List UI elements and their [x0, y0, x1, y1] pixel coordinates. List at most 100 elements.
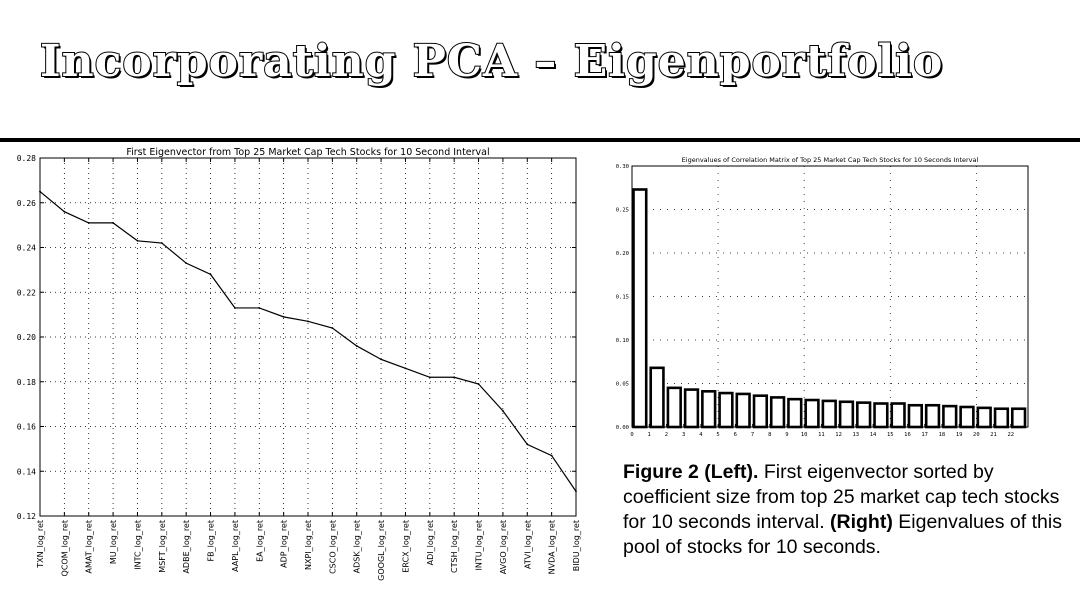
left-y-tick-label: 0.12 [17, 512, 36, 521]
eigenvalue-bar [718, 391, 734, 429]
left-x-tick-label: ADBE_log_ret [182, 520, 191, 574]
eigenvalue-bar [821, 399, 837, 429]
eigenvector-data-point [453, 376, 456, 379]
eigenvalue-bar [838, 400, 855, 429]
caption-right-text: Eigenvalues of this pool of stocks for 1… [623, 511, 1062, 558]
right-plot-frame [631, 165, 1029, 428]
eigenvector-data-point [185, 262, 188, 265]
eigenvector-data-point [282, 315, 285, 318]
eigenvector-data-point [404, 367, 407, 370]
right-x-tick-label: 0 [630, 432, 633, 438]
right-y-tick-label: 0.00 [616, 425, 629, 431]
eigenvector-data-point [380, 358, 382, 361]
eigenvector-data-point [160, 242, 163, 244]
left-y-tick-label: 0.20 [17, 333, 36, 342]
left-x-tick-label: BIDU_log_ret [572, 520, 581, 571]
eigenvector-data-point [526, 443, 529, 446]
right-y-tick-label: 0.15 [616, 295, 629, 301]
eigenvalue-bar [993, 407, 1010, 429]
title-divider [0, 138, 1080, 142]
eigenvalue-bar [856, 401, 872, 429]
caption-left-label: Figure 2 (Left). [623, 461, 759, 483]
right-x-tick-label: 10 [801, 432, 808, 438]
eigenvalue-bar [666, 386, 682, 429]
eigenvector-series-line [39, 191, 577, 492]
figure-caption: Figure 2 (Left). First eigenvector sorte… [623, 460, 1063, 560]
right-x-tick-label: 14 [870, 432, 877, 438]
right-x-tick-label: 4 [699, 432, 703, 438]
left-x-tick-label: CTSH_log_ret [450, 520, 459, 573]
left-x-tick-label: INTU_log_ret [475, 520, 484, 570]
right-x-tick-label: 19 [956, 432, 963, 438]
eigenvalue-bar [649, 366, 665, 429]
left-x-tick-label: GOOGL_log_ret [377, 520, 386, 581]
left-x-tick-label: ERCX_log_ret [401, 520, 410, 573]
eigenvector-data-point [355, 345, 358, 347]
left-x-tick-label: MSFT_log_ret [158, 520, 167, 573]
eigenvector-data-point [112, 221, 114, 224]
eigenvector-data-point [258, 307, 261, 309]
right-y-tick-label: 0.30 [616, 164, 629, 170]
eigenvalue-bar-chart: Eigenvalues of Correlation Matrix of Top… [616, 156, 1029, 438]
eigenvalue-bar [787, 397, 803, 429]
left-x-tick-label: FB_log_ret [207, 520, 216, 561]
eigenvalue-bar [907, 403, 923, 429]
left-x-tick-label: INTC_log_ret [133, 520, 142, 570]
left-x-tick-label: AAPL_log_ret [231, 520, 240, 572]
eigenvector-data-point [234, 307, 236, 309]
left-y-tick-label: 0.26 [17, 199, 36, 208]
eigenvector-data-point [39, 190, 41, 193]
right-x-tick-label: 2 [665, 432, 668, 438]
right-x-tick-label: 3 [682, 432, 685, 438]
eigenvector-data-point [87, 221, 90, 224]
left-x-tick-label: CSCO_log_ret [328, 520, 337, 574]
right-x-tick-label: 20 [973, 432, 980, 438]
eigenvector-data-point [209, 273, 212, 276]
eigenvector-data-point [63, 210, 66, 213]
left-y-tick-label: 0.24 [17, 244, 36, 253]
eigenvector-data-point [331, 327, 334, 329]
right-x-tick-label: 12 [835, 432, 842, 438]
eigenvalue-bar [959, 405, 975, 429]
left-x-tick-label: AVGO_log_ret [499, 520, 508, 574]
eigenvalue-bar [769, 396, 786, 429]
eigenvalue-bar [752, 394, 769, 429]
eigenvector-data-point [550, 454, 553, 457]
right-x-tick-label: 21 [990, 432, 997, 438]
eigenvalue-bar [976, 406, 992, 429]
eigenvector-data-point [136, 239, 139, 242]
left-x-tick-label: ADP_log_ret [280, 520, 289, 568]
left-y-tick-label: 0.18 [17, 378, 36, 387]
right-x-tick-label: 7 [751, 432, 754, 438]
caption-right-label: (Right) [830, 511, 893, 533]
right-x-tick-label: 22 [1007, 432, 1014, 438]
left-y-tick-label: 0.22 [17, 288, 36, 297]
left-x-tick-label: NXPI_log_ret [304, 520, 313, 570]
eigenvector-data-point [307, 320, 309, 323]
left-x-tick-label: ADSK_log_ret [353, 520, 362, 573]
left-chart-title: First Eigenvector from Top 25 Market Cap… [126, 147, 489, 158]
eigenvalue-bar [735, 392, 751, 429]
right-x-tick-label: 13 [853, 432, 860, 438]
eigenvector-data-point [477, 383, 480, 385]
right-x-tick-label: 8 [768, 432, 771, 438]
left-x-tick-label: AMAT_log_ret [85, 520, 94, 573]
right-y-tick-label: 0.20 [616, 251, 629, 257]
eigenvalue-bar [873, 402, 889, 429]
eigenvalue-bar [632, 188, 648, 429]
eigenvector-data-point [428, 376, 431, 379]
right-x-tick-label: 5 [716, 432, 719, 438]
left-x-tick-label: EA_log_ret [255, 520, 264, 562]
left-y-tick-label: 0.14 [17, 467, 36, 476]
eigenvalue-bar [924, 403, 941, 429]
right-x-tick-label: 1 [648, 432, 651, 438]
left-plot-frame [39, 157, 577, 517]
right-x-tick-label: 17 [921, 432, 928, 438]
eigenvalue-bar [804, 398, 820, 429]
right-y-tick-label: 0.05 [616, 382, 629, 388]
left-x-tick-label: TXN_log_ret [36, 520, 45, 569]
right-x-tick-label: 16 [904, 432, 911, 438]
right-x-tick-label: 6 [734, 432, 737, 438]
left-x-tick-label: MU_log_ret [109, 520, 118, 564]
right-x-tick-label: 11 [818, 432, 825, 438]
